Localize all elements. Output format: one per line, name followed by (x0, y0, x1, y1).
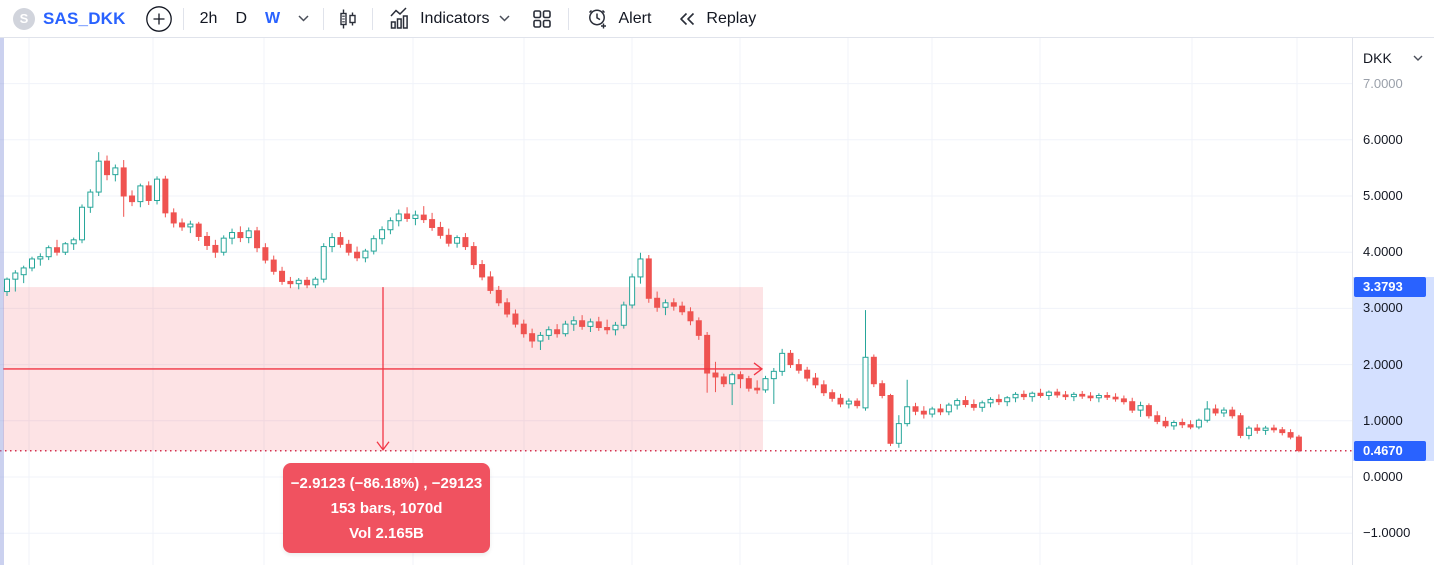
measure-start-price-badge: 3.3793 (1354, 277, 1426, 297)
toolbar-separator (372, 7, 374, 30)
replay-button[interactable]: Replay (675, 7, 756, 31)
last-price-badge: 0.4670 (1354, 441, 1426, 461)
price-tick-label: 6.0000 (1363, 131, 1403, 147)
top-toolbar: S SAS_DKK 2h D W (0, 0, 1434, 38)
price-tick-label: 5.0000 (1363, 188, 1403, 203)
indicators-button[interactable]: Indicators (387, 6, 514, 32)
currency-chevron-down-icon (1413, 55, 1423, 61)
replay-rewind-icon (675, 7, 699, 31)
alert-clock-icon (585, 6, 611, 32)
interval-d[interactable]: D (235, 9, 247, 27)
candlestick-style-icon (336, 7, 360, 31)
price-tick-label: 0.0000 (1363, 469, 1403, 484)
measure-volume-line: Vol 2.165B (349, 525, 424, 542)
measure-bars-line: 153 bars, 1070d (330, 500, 443, 517)
price-tick-label: 1.0000 (1363, 412, 1403, 428)
compare-add-button[interactable] (145, 5, 173, 33)
indicators-icon (387, 6, 413, 32)
interval-chevron-down-icon[interactable] (298, 15, 309, 22)
toolbar-separator (568, 7, 570, 30)
measure-range-band (1353, 277, 1434, 461)
price-tick-label: 7.0000 (1363, 75, 1403, 91)
currency-dropdown[interactable]: DKK (1353, 46, 1434, 70)
indicators-label: Indicators (420, 9, 490, 27)
measure-tool-label: −2.9123 (−86.18%) , −29123 153 bars, 107… (283, 463, 490, 553)
symbol-logo: S (13, 7, 35, 30)
symbol-button[interactable]: S SAS_DKK (13, 7, 126, 30)
interval-2h[interactable]: 2h (199, 9, 218, 27)
alert-label: Alert (618, 9, 652, 27)
price-tick-label: 2.0000 (1363, 356, 1403, 372)
left-edge-strip (0, 38, 4, 565)
chart-pane[interactable]: −2.9123 (−86.18%) , −29123 153 bars, 107… (0, 38, 1352, 565)
indicators-chevron-down-icon[interactable] (499, 15, 511, 22)
replay-label: Replay (706, 9, 757, 27)
toolbar-separator (323, 7, 325, 30)
alert-button[interactable]: Alert (585, 6, 651, 32)
indicator-templates-button[interactable] (530, 7, 554, 31)
layout-grid-icon (530, 7, 554, 31)
measure-change-line: −2.9123 (−86.18%) , −29123 (290, 475, 483, 492)
currency-label: DKK (1363, 50, 1392, 66)
chart-style-button[interactable] (336, 7, 360, 31)
price-tick-label: 4.0000 (1363, 244, 1403, 260)
price-tick-label: 3.0000 (1363, 300, 1403, 316)
interval-w[interactable]: W (265, 9, 281, 27)
plus-circle-icon (145, 5, 173, 33)
symbol-name: SAS_DKK (43, 8, 126, 28)
price-tick-label: −1.0000 (1363, 525, 1411, 541)
toolbar-separator (182, 7, 184, 30)
price-axis[interactable]: DKK 7.0000 6.0000 5.0000 4.0000 3.0000 2.0000… (1352, 38, 1434, 565)
